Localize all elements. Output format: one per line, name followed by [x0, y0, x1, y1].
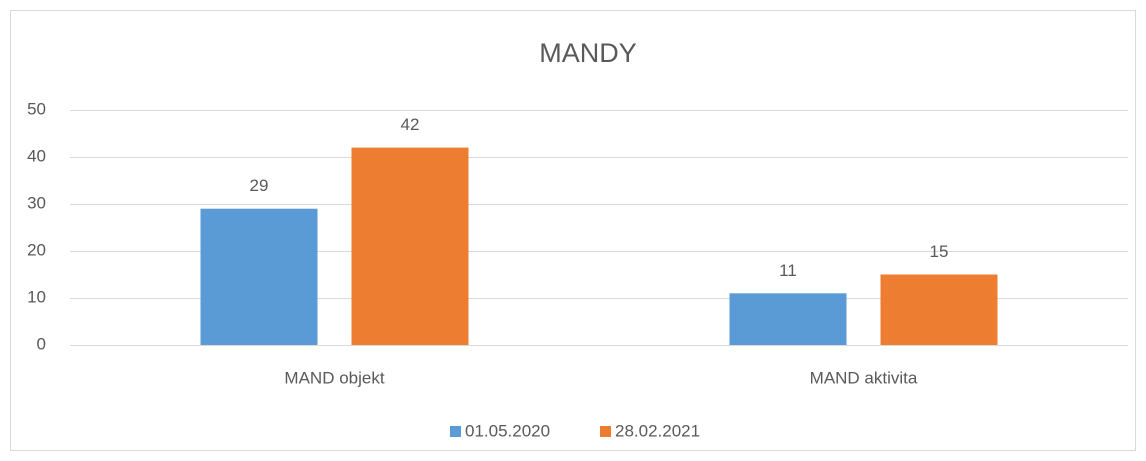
data-label: 42	[401, 115, 420, 134]
legend-label: 28.02.2021	[615, 421, 700, 440]
bar	[729, 293, 847, 345]
bar	[351, 147, 469, 345]
x-tick-label: MAND objekt	[284, 368, 384, 387]
data-label: 11	[779, 261, 797, 280]
y-tick-label: 20	[27, 240, 46, 259]
y-tick-label: 30	[27, 193, 46, 212]
bar	[880, 274, 998, 345]
legend-label: 01.05.2020	[465, 421, 550, 440]
bar	[200, 208, 318, 345]
chart-title: MANDY	[539, 38, 637, 68]
chart-border	[10, 10, 1136, 451]
y-tick-label: 10	[27, 287, 46, 306]
legend-swatch	[600, 426, 611, 437]
data-label: 29	[250, 176, 269, 195]
data-label: 15	[930, 242, 949, 261]
y-tick-label: 0	[37, 334, 46, 353]
y-tick-label: 40	[27, 146, 46, 165]
y-tick-label: 50	[27, 99, 46, 118]
x-tick-label: MAND aktivita	[810, 368, 918, 387]
legend-swatch	[450, 426, 461, 437]
